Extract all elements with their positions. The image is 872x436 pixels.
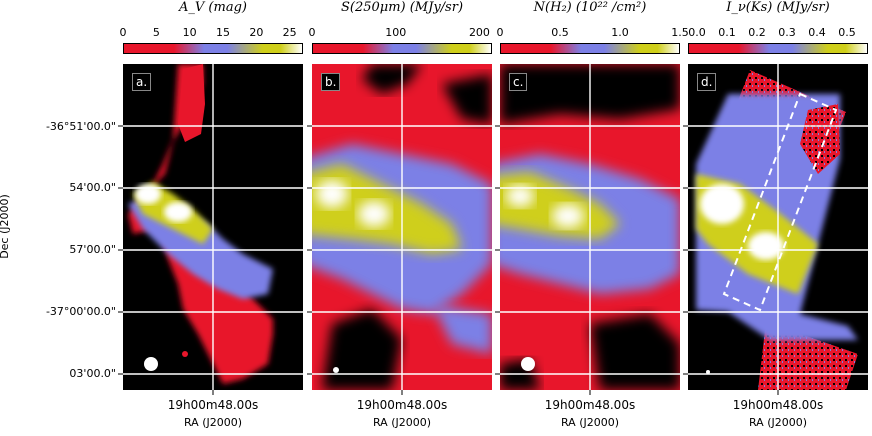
colorbar-tick-label: 200 — [468, 26, 490, 39]
beam-marker — [521, 357, 535, 371]
colorbar-tick-label: 0.5 — [838, 26, 856, 39]
colorbar-tick-label: 1.5 — [671, 26, 689, 39]
colorbar-tick-label: 0.5 — [551, 26, 569, 39]
colorbar-tick-label: 1.0 — [611, 26, 629, 39]
ks-map-image — [696, 70, 858, 390]
panel-label-c: c. — [509, 73, 528, 91]
y-tick-5: 03'00.0" — [69, 367, 116, 380]
colorbar-title-a: A_V (mag) — [179, 0, 247, 15]
colorbar-a — [123, 43, 303, 54]
colorbar-title-b: S(250μm) (MJy/sr) — [340, 0, 464, 15]
y-tick-3: 57'00.0" — [69, 243, 116, 256]
colorbar-tick-label: 0.0 — [688, 26, 706, 39]
x-tick-d: 19h00m48.00s — [732, 398, 824, 412]
y-tick-1: -36°51'00.0" — [45, 120, 116, 133]
panel-label-d: d. — [697, 73, 717, 91]
beam-marker — [706, 370, 710, 374]
x-axis-label-d: RA (J2000) — [748, 416, 808, 429]
colorbar-tick-label: 0.3 — [778, 26, 796, 39]
beam-marker — [333, 367, 339, 373]
colorbar-tick-label: 0 — [308, 26, 316, 39]
beam-marker — [144, 357, 158, 371]
panel-label-a: a. — [132, 73, 152, 91]
colorbar-tick-label: 100 — [385, 26, 407, 39]
colorbar-tick-label: 0 — [119, 26, 127, 39]
x-axis-label-b: RA (J2000) — [372, 416, 432, 429]
y-tick-2: 54'00.0" — [69, 181, 116, 194]
colorbar-tick-label: 0 — [496, 26, 504, 39]
colorbar-tick-label: 15 — [216, 26, 230, 39]
x-tick-a: 19h00m48.00s — [167, 398, 259, 412]
y-tick-4: -37°00'00.0" — [45, 305, 116, 318]
colorbar-title-d: I_ν(Ks) (MJy/sr) — [726, 0, 830, 15]
colorbar-tick-label: 0.1 — [718, 26, 736, 39]
panel-label-b: b. — [321, 73, 341, 91]
x-axis-label-c: RA (J2000) — [560, 416, 620, 429]
x-tick-c: 19h00m48.00s — [544, 398, 636, 412]
colorbar-tick-label: 5 — [152, 26, 160, 39]
colorbar-tick-label: 25 — [282, 26, 297, 39]
colorbar-tick-label: 20 — [249, 26, 264, 39]
colorbar-tick-label: 0.4 — [808, 26, 826, 39]
colorbar-tick-label: 0.2 — [748, 26, 766, 39]
extinction-map-image — [128, 64, 273, 384]
colorbar-c — [500, 43, 680, 54]
dashed-region-box — [722, 92, 838, 312]
colorbar-d — [688, 43, 868, 54]
colorbar-b — [312, 43, 492, 54]
x-tick-b: 19h00m48.00s — [356, 398, 448, 412]
colorbar-tick-label: 10 — [182, 26, 197, 39]
x-axis-label-a: RA (J2000) — [183, 416, 243, 429]
colorbar-title-c: N(H₂) (10²² /cm²) — [533, 0, 647, 15]
